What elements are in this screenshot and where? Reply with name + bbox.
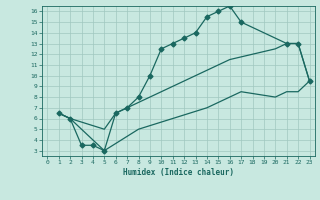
X-axis label: Humidex (Indice chaleur): Humidex (Indice chaleur) xyxy=(123,168,234,177)
